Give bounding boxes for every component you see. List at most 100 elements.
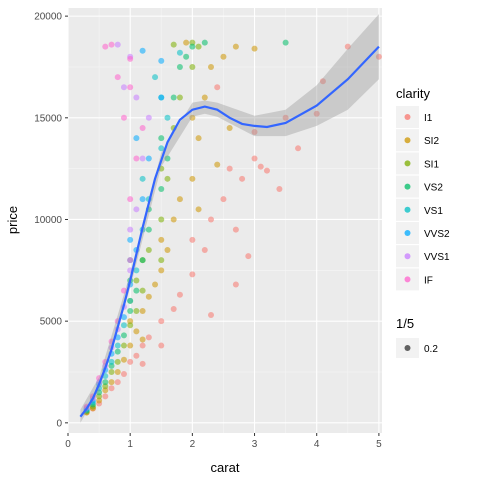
point-if	[127, 84, 134, 91]
point-si2	[195, 206, 202, 213]
point-i1	[220, 196, 227, 203]
point-vs2	[114, 348, 121, 355]
point-i1	[344, 43, 351, 50]
point-si1	[133, 277, 140, 284]
point-vvs2	[145, 155, 152, 162]
point-if	[108, 41, 115, 48]
y-tick-label: 0	[56, 418, 62, 429]
point-vvs2	[133, 135, 140, 142]
x-tick-label: 2	[190, 439, 196, 450]
point-if	[127, 196, 134, 203]
point-si1	[164, 175, 171, 182]
point-vs1	[152, 74, 159, 81]
legend-label-si2: SI2	[424, 136, 439, 147]
legend-label-vs1: VS1	[424, 206, 443, 217]
legend-swatch-i1	[404, 114, 411, 120]
point-i1	[158, 318, 165, 325]
point-i1	[263, 167, 270, 174]
point-i1	[189, 236, 196, 243]
point-si2	[189, 114, 196, 121]
point-vs2	[158, 135, 165, 142]
point-vs1	[108, 358, 115, 365]
point-vvs2	[139, 47, 146, 54]
point-if	[102, 43, 109, 50]
point-si2	[158, 267, 165, 274]
point-si1	[114, 358, 121, 365]
x-axis-title: carat	[211, 460, 240, 475]
point-if	[120, 287, 127, 294]
point-vs2	[164, 155, 171, 162]
point-vs2	[120, 332, 127, 339]
point-vs2	[133, 287, 140, 294]
point-i1	[245, 253, 252, 260]
point-si2	[220, 53, 227, 60]
y-tick-label: 5000	[40, 317, 63, 328]
point-vvs2	[158, 57, 165, 64]
point-if	[127, 55, 134, 62]
point-si2	[214, 161, 221, 168]
point-vvs1	[114, 41, 121, 48]
point-si2	[152, 281, 159, 288]
point-if	[133, 155, 140, 162]
plot-panel	[67, 8, 382, 433]
point-i1	[208, 216, 215, 223]
point-vs2	[158, 185, 165, 192]
legend-label-vvs2: VVS2	[424, 229, 450, 240]
legend-swatch-if	[404, 276, 411, 283]
point-si2	[127, 342, 134, 349]
point-vs2	[127, 307, 134, 314]
clarity-legend: clarity I1 SI2 SI1 VS2 VS1 VVS2 VVS1 IF	[396, 86, 450, 291]
legend-swatch-vvs1	[404, 253, 411, 260]
point-vvs1	[127, 226, 134, 233]
point-vs2	[183, 53, 190, 60]
point-i1	[251, 155, 258, 162]
point-vs2	[170, 94, 177, 101]
point-si1	[145, 246, 152, 253]
point-i1	[201, 246, 208, 253]
point-si2	[114, 368, 121, 375]
point-vs1	[120, 322, 127, 329]
point-if	[120, 114, 127, 121]
point-si1	[108, 368, 115, 375]
point-si2	[232, 43, 239, 50]
point-vvs2	[139, 196, 146, 203]
legend-label-vs2: VS2	[424, 183, 443, 194]
legend-label-si1: SI1	[424, 159, 439, 170]
point-vvs2	[127, 236, 134, 243]
legend-label-vvs1: VVS1	[424, 252, 450, 263]
legend-label-i1: I1	[424, 113, 433, 124]
legend-swatch-vs1	[404, 206, 411, 213]
point-si2	[183, 39, 190, 46]
point-if	[139, 124, 146, 131]
point-vvs2	[158, 94, 165, 101]
clarity-legend-entries: I1 SI2 SI1 VS2 VS1 VVS2 VVS1 IF	[396, 106, 450, 291]
point-vs2	[145, 226, 152, 233]
x-axis: 0 1 2 3 4 5	[65, 433, 382, 450]
y-tick-label: 15000	[34, 113, 62, 124]
point-i1	[239, 175, 246, 182]
point-i1	[114, 379, 121, 386]
point-i1	[251, 129, 258, 136]
legend-swatch-vvs2	[404, 230, 411, 236]
alpha-legend: 1/5 0.2	[396, 316, 438, 358]
point-vs2	[139, 257, 146, 264]
point-si2	[139, 307, 146, 314]
point-i1	[145, 334, 152, 341]
alpha-legend-label: 0.2	[424, 344, 438, 355]
point-si2	[251, 45, 258, 52]
point-i1	[257, 163, 264, 170]
point-si2	[108, 379, 115, 386]
point-si1	[176, 94, 183, 101]
point-vs2	[201, 39, 208, 46]
point-vvs1	[133, 206, 140, 213]
x-tick-label: 3	[252, 439, 258, 450]
point-si2	[145, 293, 152, 300]
point-si2	[195, 135, 202, 142]
point-i1	[108, 385, 115, 392]
point-vs2	[189, 43, 196, 50]
point-i1	[133, 352, 140, 359]
point-i1	[319, 78, 326, 85]
clarity-legend-title: clarity	[396, 86, 430, 101]
point-i1	[120, 371, 127, 378]
